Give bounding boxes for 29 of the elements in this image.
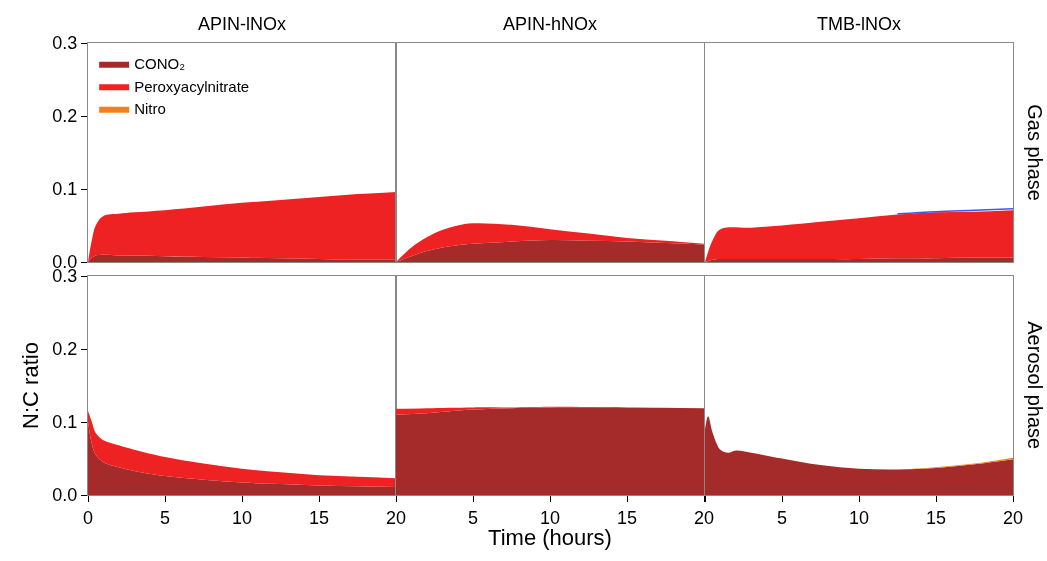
y-tick-label: 0.3 (52, 33, 78, 54)
x-tick-label: 15 (617, 507, 638, 528)
x-tick-label: 20 (385, 507, 407, 528)
x-tick-label: 10 (540, 507, 561, 528)
x-tick-label: 10 (231, 507, 253, 528)
legend-label: Nitro (134, 100, 166, 118)
text: Gas phase (1023, 104, 1046, 201)
y-tick-label: 0.0 (52, 485, 78, 506)
x-tick-label: 5 (468, 507, 479, 528)
x-tick-label: 15 (925, 507, 946, 528)
x-tick-label: 15 (308, 507, 330, 528)
text: Aerosol phase (1023, 321, 1046, 450)
x-tick-label: 10 (848, 507, 869, 528)
chart-title: APIN-hNOx (503, 13, 598, 34)
chart-title: APIN-lNOx (197, 13, 287, 34)
legend-label: Peroxyacylnitrate (134, 77, 250, 95)
legend-label: CONO₂ (134, 55, 186, 73)
chart-title: TMB-lNOx (816, 13, 901, 34)
y-tick-label: 0.2 (52, 106, 78, 127)
x-tick-label: 5 (159, 507, 171, 528)
y-tick-label: 0.1 (52, 179, 78, 200)
x-axis-title: Time (hours) (488, 525, 613, 550)
x-tick-label: 5 (776, 507, 787, 528)
x-tick-label: 20 (694, 507, 715, 528)
y-tick-label: 0.2 (52, 339, 78, 360)
x-tick-label: 20 (1002, 507, 1023, 528)
y-axis-title: N:C ratio (18, 342, 43, 429)
x-tick-label: 0 (82, 507, 94, 528)
y-tick-label: 0.1 (52, 412, 78, 433)
